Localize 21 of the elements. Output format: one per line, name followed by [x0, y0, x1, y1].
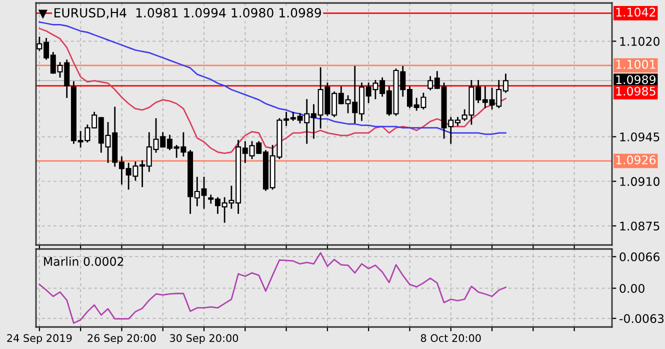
ref-line-label: 1.1001 [616, 60, 656, 69]
ref-line-label: 1.1042 [616, 8, 656, 17]
x-tick-label: 8 Oct 20:00 [420, 334, 481, 342]
y-tick-label: 1.0910 [620, 177, 660, 186]
line-series [38, 252, 506, 324]
x-tick-label: 30 Sep 20:00 [170, 334, 238, 344]
y-tick-label: 1.1020 [620, 36, 660, 46]
y-tick-label: 0.00 [620, 284, 644, 293]
y-tick-label: -0.0063 [620, 314, 664, 324]
y-tick-label: 1.0875 [620, 222, 660, 231]
x-tick-label: 24 Sep 2019 [7, 334, 72, 344]
chart-title: EURUSD,H4 1.0981 1.0994 1.0980 1.0989 [54, 8, 321, 19]
x-tick-label: 26 Sep 20:00 [88, 334, 156, 344]
ref-line-label: 1.0985 [616, 86, 656, 96]
y-tick-label: 1.0945 [620, 132, 660, 142]
line-series [38, 28, 506, 154]
text: Marlin 0.0002 [44, 256, 124, 266]
y-tick-label: 0.0066 [620, 252, 660, 262]
ref-line-label: 1.0926 [616, 155, 656, 164]
line-series [38, 21, 506, 135]
ref-line-label: 1.0989 [616, 75, 656, 84]
